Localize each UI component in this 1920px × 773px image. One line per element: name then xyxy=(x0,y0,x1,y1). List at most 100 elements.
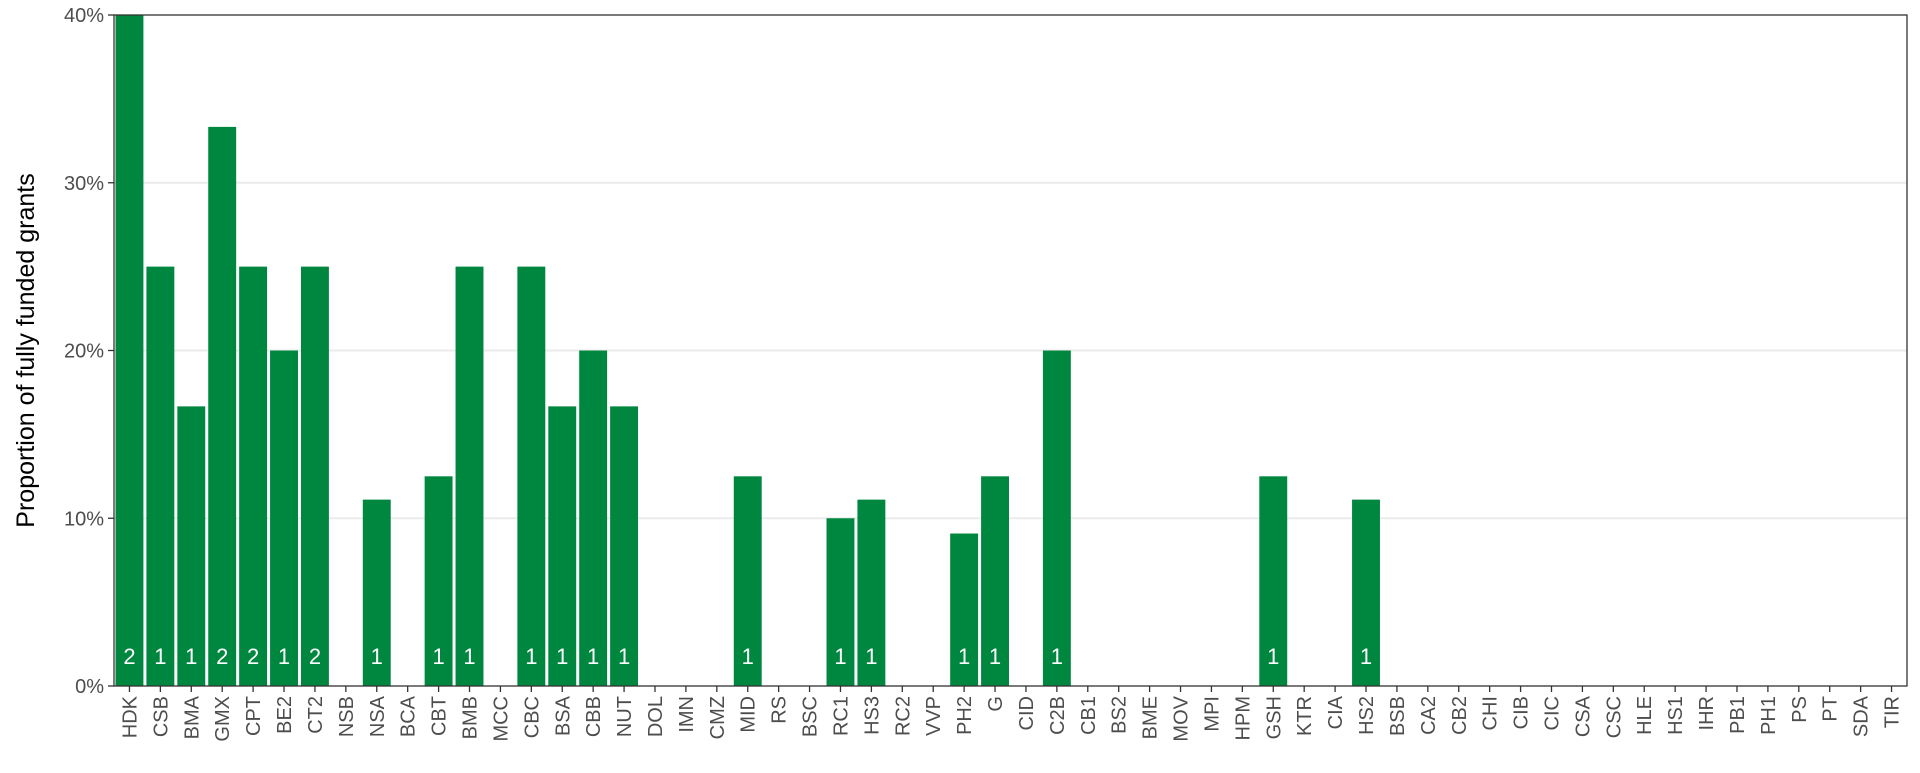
bar-hdk xyxy=(115,15,144,686)
x-tick-label: MCC xyxy=(490,696,512,742)
bar-gmx xyxy=(208,126,237,686)
x-tick-label: MPI xyxy=(1201,696,1223,732)
y-axis-title: Proportion of fully funded grants xyxy=(12,173,40,527)
bar-count-label: 2 xyxy=(216,644,228,669)
x-tick-label: BS2 xyxy=(1109,696,1131,734)
x-tick-label: HS1 xyxy=(1665,696,1687,735)
x-tick-label: BCA xyxy=(398,695,420,737)
bar-count-label: 1 xyxy=(1051,644,1063,669)
bar-count-label: 1 xyxy=(742,644,754,669)
x-tick-label: CBC xyxy=(521,696,543,738)
bar-count-label: 1 xyxy=(865,644,877,669)
bar-count-label: 1 xyxy=(1267,644,1279,669)
x-tick-label: MOV xyxy=(1171,695,1193,741)
x-tick-label: BMB xyxy=(460,696,482,739)
bar-count-label: 1 xyxy=(834,644,846,669)
x-tick-label: CA2 xyxy=(1418,696,1440,735)
x-tick-label: BSB xyxy=(1387,696,1409,736)
x-tick-label: CBT xyxy=(429,696,451,736)
y-axis: 0% 10% 20% 30% 40% xyxy=(64,5,114,698)
x-tick-label: CIA xyxy=(1325,695,1347,729)
bar-gsh xyxy=(1259,476,1288,686)
x-tick-label: HPM xyxy=(1232,696,1254,740)
x-tick-label: NUT xyxy=(614,696,636,737)
y-tick-label: 30% xyxy=(64,173,104,195)
x-tick-label: MID xyxy=(738,696,760,733)
bar-count-label: 1 xyxy=(556,644,568,669)
x-tick-label: CB2 xyxy=(1449,696,1471,735)
bar-count-label: 1 xyxy=(185,644,197,669)
bar-nsa xyxy=(362,499,391,686)
y-tick-label: 10% xyxy=(64,508,104,530)
bar-cpt xyxy=(239,266,268,686)
x-tick-label: C2B xyxy=(1047,696,1069,735)
bar-ph2 xyxy=(950,533,979,686)
bar-bsa xyxy=(548,406,577,686)
bar-count-label: 2 xyxy=(247,644,259,669)
bar-bmb xyxy=(455,266,484,686)
x-axis: HDK CSB BMA GMX CPT BE2 CT2 NSB NSA BCA CBT BMB MCC C… xyxy=(119,686,1904,742)
x-tick-label: CMZ xyxy=(707,696,729,739)
x-tick-label: CIC xyxy=(1541,696,1563,730)
x-tick-label: TIR xyxy=(1882,696,1904,728)
bar-count-label: 2 xyxy=(123,644,135,669)
bar-be2 xyxy=(270,350,298,686)
bar-count-label: 1 xyxy=(154,644,166,669)
x-tick-label: PH1 xyxy=(1758,696,1780,735)
bar-count-label: 2 xyxy=(309,644,321,669)
x-tick-label: CSC xyxy=(1603,696,1625,738)
bars xyxy=(115,15,1380,686)
bar-hs3 xyxy=(857,499,886,686)
x-tick-label: PB1 xyxy=(1727,696,1749,734)
x-tick-label: KTR xyxy=(1294,696,1316,736)
x-tick-label: GSH xyxy=(1263,696,1285,739)
x-tick-label: PH2 xyxy=(954,696,976,735)
x-tick-label: SDA xyxy=(1851,695,1873,737)
x-tick-label: CID xyxy=(1016,696,1038,730)
bar-count-label: 1 xyxy=(432,644,444,669)
x-tick-label: BMA xyxy=(181,695,203,739)
bar-count-label: 1 xyxy=(463,644,475,669)
bar-cbb xyxy=(579,350,608,686)
x-tick-label: BE2 xyxy=(274,696,296,734)
y-tick-label: 20% xyxy=(64,341,104,363)
y-tick-label: 0% xyxy=(75,676,104,698)
x-tick-label: HLE xyxy=(1634,696,1656,735)
x-tick-label: IHR xyxy=(1696,696,1718,730)
x-tick-label: RS xyxy=(769,696,791,724)
bar-cbt xyxy=(424,476,453,686)
x-tick-label: CSA xyxy=(1572,695,1594,737)
bar-count-label: 1 xyxy=(958,644,970,669)
x-tick-label: RC2 xyxy=(892,696,914,736)
x-tick-label: CPT xyxy=(243,696,265,736)
x-tick-label: GMX xyxy=(212,696,234,742)
bar-count-label: 1 xyxy=(618,644,630,669)
x-tick-label: PT xyxy=(1820,696,1842,722)
bar-rc1 xyxy=(826,518,855,686)
x-tick-label: CSB xyxy=(150,696,172,737)
x-tick-label: RC1 xyxy=(830,696,852,736)
bar-c2b xyxy=(1042,350,1071,686)
x-tick-label: HS3 xyxy=(861,696,883,735)
x-tick-label: PS xyxy=(1789,696,1811,723)
gridlines xyxy=(114,181,1907,520)
x-tick-label: BSA xyxy=(552,695,574,736)
bar-nut xyxy=(610,406,639,686)
bar-count-label: 1 xyxy=(371,644,383,669)
y-tick-label: 40% xyxy=(64,5,104,27)
x-tick-label: CHI xyxy=(1480,696,1502,730)
bar-ct2 xyxy=(300,266,329,686)
bar-count-label: 1 xyxy=(587,644,599,669)
x-tick-label: HS2 xyxy=(1356,696,1378,735)
x-tick-label: G xyxy=(985,696,1007,712)
x-tick-label: NSB xyxy=(336,696,358,737)
bar-count-label: 1 xyxy=(1360,644,1372,669)
x-tick-label: CT2 xyxy=(305,696,327,734)
x-tick-label: BME xyxy=(1140,696,1162,739)
x-tick-label: IMN xyxy=(676,696,698,733)
x-tick-label: DOL xyxy=(645,696,667,737)
bar-count-label: 1 xyxy=(278,644,290,669)
bar-g xyxy=(981,476,1009,686)
